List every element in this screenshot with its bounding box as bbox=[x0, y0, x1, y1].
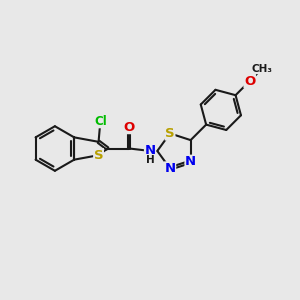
Text: N: N bbox=[185, 155, 196, 168]
Text: O: O bbox=[124, 121, 135, 134]
Text: H: H bbox=[146, 155, 154, 165]
Text: O: O bbox=[244, 75, 255, 88]
Text: Cl: Cl bbox=[94, 115, 107, 128]
Text: CH₃: CH₃ bbox=[252, 64, 273, 74]
Text: N: N bbox=[164, 162, 175, 175]
Text: S: S bbox=[165, 127, 175, 140]
Text: S: S bbox=[94, 149, 104, 162]
Text: N: N bbox=[145, 145, 156, 158]
